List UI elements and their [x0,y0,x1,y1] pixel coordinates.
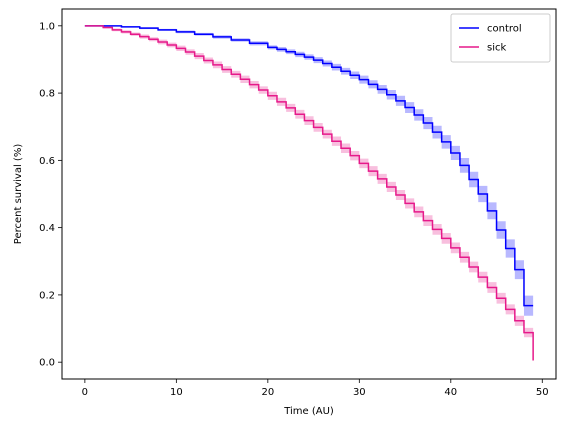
y-tick-label: 0.4 [39,223,55,234]
y-tick-label: 0.2 [39,290,55,301]
band-control [84,25,534,316]
x-tick-label: 40 [444,387,457,398]
legend-box [450,13,551,63]
series-lines [84,25,534,361]
plot-frame [61,8,557,380]
y-tick-label: 0.6 [39,156,55,167]
y-axis-ticks: 0.0 0.2 0.4 0.6 0.8 1.0 [39,21,62,369]
x-axis-label: Time (AU) [283,406,334,417]
x-tick-label: 30 [353,387,366,398]
band-sick [84,25,534,350]
y-tick-label: 0.0 [39,358,55,369]
y-tick-label: 1.0 [39,21,55,32]
legend-label-sick: sick [487,43,506,54]
line-control [84,25,534,307]
x-axis-ticks: 0 10 20 30 40 50 [82,379,549,398]
x-tick-label: 0 [82,387,88,398]
x-tick-label: 10 [170,387,183,398]
line-sick [84,25,534,361]
legend: control sick [450,13,551,63]
legend-label-control: control [487,24,522,35]
confidence-bands [84,25,534,350]
x-tick-label: 20 [261,387,274,398]
y-axis-label: Percent survival (%) [13,144,24,245]
x-tick-label: 50 [536,387,549,398]
y-tick-label: 0.8 [39,89,55,100]
